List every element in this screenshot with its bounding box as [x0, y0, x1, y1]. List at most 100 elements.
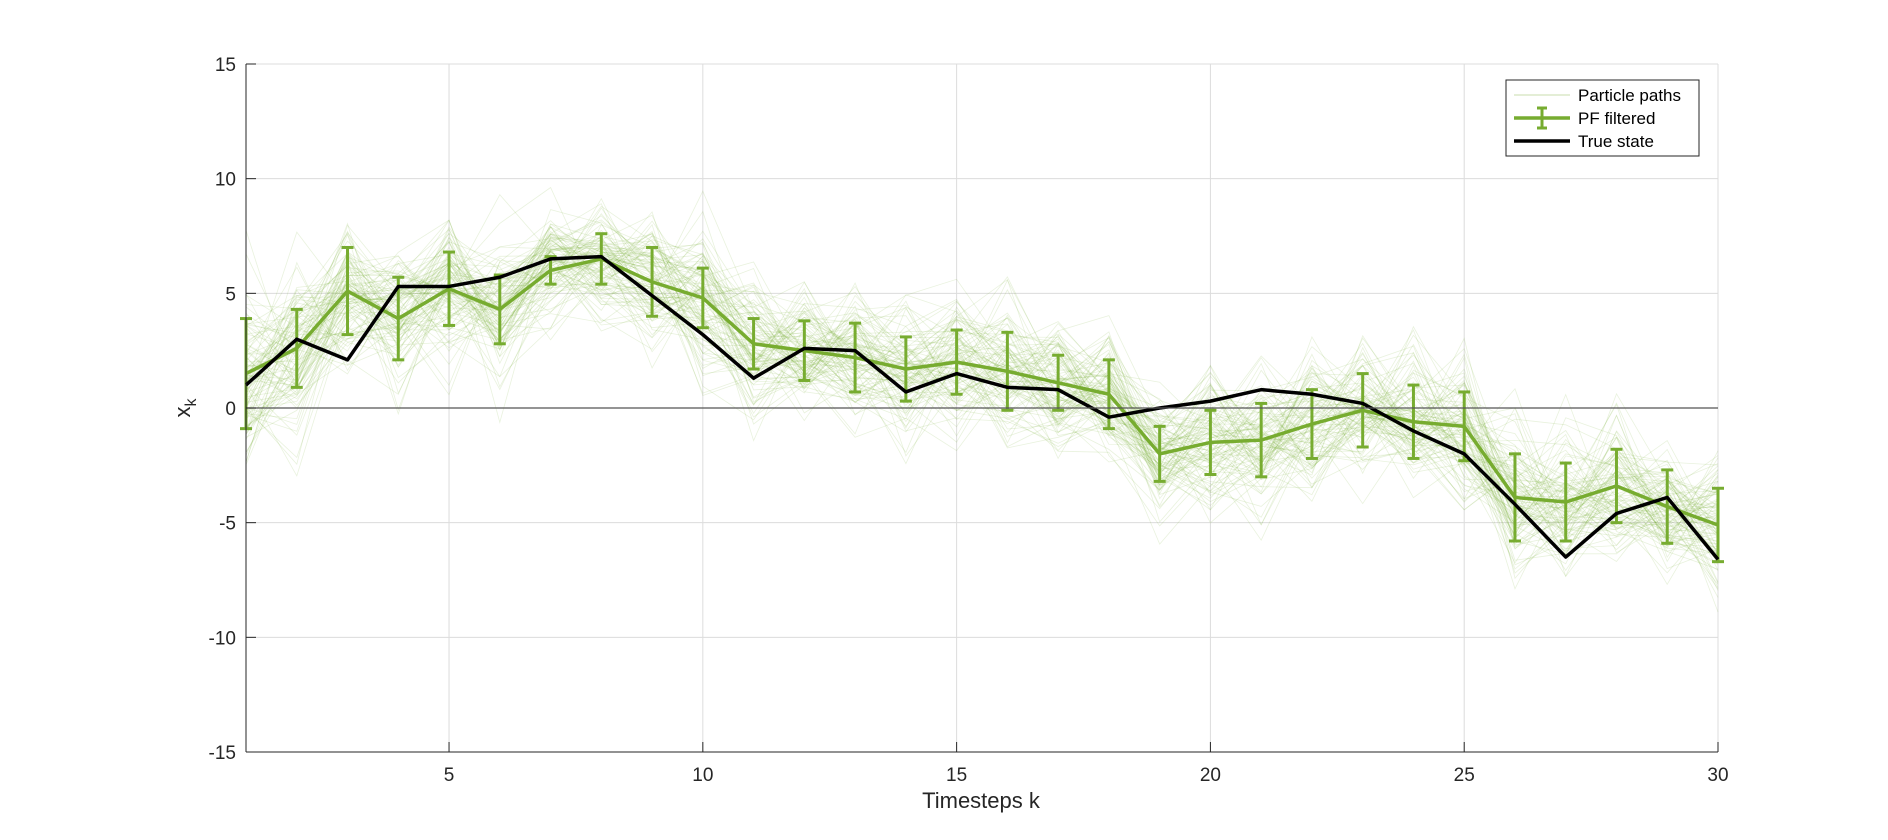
particle-path — [245, 246, 1719, 574]
x-tick-label: 25 — [1454, 765, 1475, 786]
particle-path — [245, 207, 1719, 534]
x-tick-label: 5 — [444, 765, 455, 786]
particle-path — [245, 186, 1719, 558]
particle-path — [245, 277, 1719, 539]
tick-labels: 5 10 15 20 25 30 -15 -10 -5 0 5 10 15 — [209, 55, 1729, 786]
particle-path — [245, 252, 1719, 563]
particle-path — [245, 252, 1719, 564]
legend-label-pf-filtered: PF filtered — [1578, 109, 1655, 128]
pf-errorbar — [646, 245, 659, 318]
particle-path — [245, 230, 1719, 555]
pf-errorbar — [798, 319, 811, 382]
particle-path — [245, 219, 1719, 536]
particle-path — [245, 260, 1719, 566]
particle-path — [245, 230, 1719, 523]
pf-errorbar — [1052, 353, 1065, 412]
particle-path — [245, 219, 1719, 536]
particle-path — [245, 226, 1719, 578]
pf-filtered-line — [245, 257, 1719, 527]
particle-path — [245, 237, 1719, 522]
pf-errorbar — [849, 321, 862, 394]
y-tick-label: 15 — [215, 55, 236, 76]
particle-path — [245, 239, 1719, 545]
true-state-series — [244, 254, 1720, 561]
particle-path — [245, 245, 1719, 543]
pf-filtered-series — [240, 232, 1724, 564]
x-tick-label: 15 — [946, 765, 967, 786]
particle-path — [245, 255, 1719, 561]
particle-path — [245, 251, 1719, 529]
particle-path — [245, 255, 1719, 540]
particle-path — [245, 219, 1719, 565]
particle-path — [245, 225, 1719, 562]
particle-path — [245, 248, 1719, 555]
particle-path — [245, 233, 1719, 613]
y-tick-label: 10 — [215, 170, 236, 191]
particle-path — [245, 235, 1719, 555]
pf-errorbar — [1661, 468, 1674, 545]
legend-label-true-state: True state — [1578, 132, 1654, 151]
pf-errorbar — [1508, 452, 1521, 543]
pf-errorbar — [1255, 401, 1268, 479]
y-tick-label: -5 — [219, 514, 236, 535]
particle-path — [245, 209, 1719, 580]
pf-errorbar — [1458, 390, 1471, 463]
particle-path — [245, 239, 1719, 570]
pf-errorbar — [443, 250, 456, 327]
pf-errorbar — [950, 328, 963, 396]
particle-path — [245, 235, 1719, 534]
pf-errorbar — [1407, 383, 1420, 460]
pf-errorbar — [1153, 424, 1166, 483]
y-tick-label: 5 — [225, 284, 236, 305]
particle-path — [245, 248, 1719, 591]
pf-errorbar — [1356, 372, 1369, 449]
x-tick-label: 20 — [1200, 765, 1221, 786]
particle-path — [245, 234, 1719, 538]
particle-path — [245, 232, 1719, 527]
pf-errorbar — [1305, 388, 1318, 460]
particle-path — [245, 231, 1719, 534]
particle-path — [245, 226, 1719, 588]
x-tick-label: 30 — [1707, 765, 1728, 786]
particle-path — [245, 228, 1719, 543]
particle-path — [245, 211, 1719, 514]
particle-path — [245, 232, 1719, 559]
pf-errorbar — [595, 232, 608, 286]
pf-errorbar — [1559, 461, 1572, 543]
y-axis-label-main: x — [170, 407, 195, 418]
legend-label-particle-paths: Particle paths — [1578, 86, 1681, 105]
particle-path — [245, 243, 1719, 554]
particle-path — [245, 254, 1719, 570]
particle-path — [245, 233, 1719, 563]
particle-path — [245, 249, 1719, 556]
y-tick-label: -15 — [209, 743, 236, 764]
legend: Particle paths PF filtered True state — [1505, 79, 1700, 157]
particle-path — [245, 222, 1719, 552]
pf-errorbar — [1001, 330, 1014, 412]
particle-path — [245, 253, 1719, 543]
pf-errorbar — [696, 266, 709, 330]
particle-path — [245, 229, 1719, 585]
particle-path — [245, 240, 1719, 529]
particle-path — [245, 262, 1719, 556]
particle-path — [245, 246, 1719, 535]
particle-path — [245, 230, 1719, 590]
particle-path — [245, 244, 1719, 551]
particle-path — [245, 223, 1719, 535]
y-tick-label: 0 — [225, 399, 236, 420]
particle-path — [245, 242, 1719, 577]
particle-path — [245, 254, 1719, 509]
y-axis-label: xk — [170, 398, 200, 418]
legend-swatch-pf-filtered — [1514, 106, 1570, 130]
pf-errorbar — [392, 275, 405, 362]
particle-path — [245, 267, 1719, 554]
particle-path — [245, 205, 1719, 555]
true-state-line — [244, 254, 1720, 561]
pf-errorbar — [290, 307, 303, 389]
pf-errorbar — [747, 317, 760, 371]
particle-path — [245, 250, 1719, 510]
particle-path — [245, 254, 1719, 586]
pf-errorbar — [1712, 486, 1724, 564]
y-axis-label-subscript: k — [183, 398, 200, 407]
